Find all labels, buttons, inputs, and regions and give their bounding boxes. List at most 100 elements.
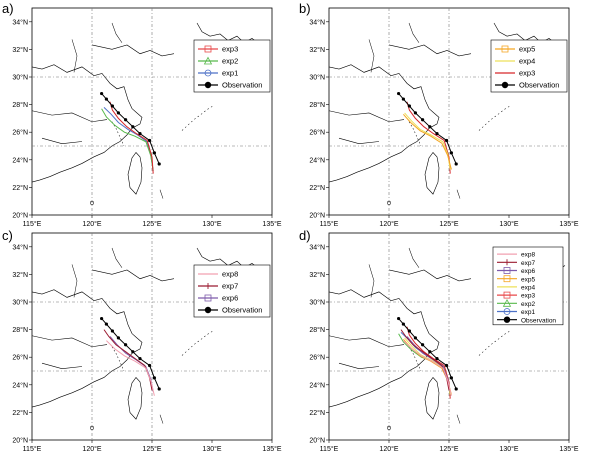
y-tick-label: 24°N <box>309 381 325 389</box>
observation-point <box>449 151 453 155</box>
observation-point <box>454 162 458 166</box>
map-frame <box>31 232 273 441</box>
observation-point <box>401 97 405 101</box>
y-tick-label: 24°N <box>12 381 28 389</box>
observation-point <box>131 125 135 129</box>
y-tick-label: 20°N <box>309 437 325 445</box>
observation-point <box>401 322 405 326</box>
y-tick-label: 30°N <box>309 74 325 82</box>
x-tick-label: 135°E <box>262 220 281 228</box>
y-tick-label: 28°N <box>12 101 28 109</box>
legend-marker-circle <box>503 308 511 315</box>
track-observation <box>398 93 457 165</box>
x-tick-label: 125°E <box>142 445 161 453</box>
legend-label: exp7 <box>222 282 238 291</box>
panel-label: a) <box>2 1 14 16</box>
map-frame <box>31 7 273 216</box>
x-tick-label: 130°E <box>202 220 221 228</box>
observation-point <box>449 376 453 380</box>
y-tick-label: 32°N <box>12 271 28 279</box>
panels-root: 115°E 120°E 125°E 130°E 135°E 34°N 32°N 30°N 28°… <box>2 1 579 453</box>
observation-point <box>407 329 411 333</box>
legend-label: exp8 <box>222 270 238 279</box>
y-tick-label: 34°N <box>309 18 325 26</box>
legend-label: exp6 <box>222 294 238 303</box>
legend-marker-dot <box>501 81 509 89</box>
x-tick-label: 130°E <box>202 445 221 453</box>
legend-label: Observation <box>519 81 559 90</box>
observation-point <box>104 97 108 101</box>
observation-point <box>116 336 120 340</box>
observation-point <box>104 322 108 326</box>
x-tick-label: 115°E <box>320 445 339 453</box>
y-tick-label: 28°N <box>12 326 28 334</box>
observation-point <box>157 387 161 391</box>
observation-point <box>148 363 152 368</box>
legend-label: Observation <box>521 317 556 324</box>
map-panel-a: 115°E 120°E 125°E 130°E 135°E 34°N 32°N 30°N 28°… <box>2 1 282 228</box>
x-tick-label: 135°E <box>559 445 578 453</box>
observation-point <box>421 343 425 347</box>
x-tick-label: 120°E <box>379 445 398 453</box>
legend-label: exp3 <box>222 45 238 54</box>
y-tick-label: 32°N <box>12 46 28 54</box>
x-tick-label: 115°E <box>320 220 339 228</box>
y-tick-label: 34°N <box>309 243 325 251</box>
track-observation <box>101 318 160 390</box>
legend-marker-square <box>503 291 511 299</box>
y-tick-label: 22°N <box>309 409 325 417</box>
y-tick-label: 26°N <box>12 129 28 137</box>
x-tick-label: 115°E <box>23 220 42 228</box>
panel-label: b) <box>299 1 311 16</box>
legend-label: exp7 <box>521 260 535 267</box>
y-tick-label: 20°N <box>12 212 28 220</box>
legend-marker-circle <box>204 69 212 77</box>
observation-point <box>413 111 417 115</box>
panel-label: c) <box>2 228 13 243</box>
observation-point <box>413 336 417 340</box>
legend-marker-triangle <box>502 298 512 307</box>
map-panel-d: 115°E 120°E 125°E 130°E 135°E 34°N 32°N 30°N 28°… <box>299 228 579 453</box>
legend-marker-square <box>204 45 212 53</box>
legend-label: exp1 <box>222 69 238 78</box>
observation-point <box>445 138 449 143</box>
legend-label: exp4 <box>521 285 535 292</box>
legend-label: exp6 <box>521 268 535 275</box>
track-exp8 <box>106 340 155 396</box>
observation-point <box>138 131 142 136</box>
legend-marker-square <box>204 294 212 302</box>
legend-marker-square <box>503 275 511 283</box>
y-tick-label: 32°N <box>309 271 325 279</box>
observation-point <box>435 356 439 361</box>
y-tick-label: 22°N <box>12 409 28 417</box>
y-tick-label: 28°N <box>309 101 325 109</box>
y-tick-label: 30°N <box>309 299 325 307</box>
legend-label: exp3 <box>521 293 535 300</box>
legend-label: exp2 <box>222 57 238 66</box>
track-observation <box>398 318 457 390</box>
panel-label: d) <box>299 228 311 243</box>
observation-point <box>454 387 458 391</box>
x-tick-label: 120°E <box>82 220 101 228</box>
y-tick-label: 26°N <box>309 354 325 362</box>
legend-marker-square <box>503 267 511 274</box>
x-tick-label: 130°E <box>499 445 518 453</box>
observation-point <box>435 131 439 136</box>
observation-point <box>116 111 120 115</box>
observation-point <box>397 91 401 96</box>
legend-marker-dot <box>503 316 511 323</box>
observation-point <box>110 104 114 108</box>
track-exp4 <box>404 112 451 170</box>
x-tick-label: 135°E <box>559 220 578 228</box>
y-tick-label: 34°N <box>12 18 28 26</box>
y-tick-label: 22°N <box>12 184 28 192</box>
legend-marker-dot <box>204 306 212 314</box>
y-tick-label: 30°N <box>12 74 28 82</box>
legend-label: exp8 <box>521 252 535 259</box>
legend-label: exp3 <box>519 69 535 78</box>
observation-point <box>407 104 411 108</box>
x-tick-label: 125°E <box>439 220 458 228</box>
y-tick-label: 24°N <box>309 156 325 164</box>
track-exp8 <box>403 340 452 396</box>
map-panel-b: 115°E 120°E 125°E 130°E 135°E 34°N 32°N 30°N 28°… <box>299 1 579 228</box>
